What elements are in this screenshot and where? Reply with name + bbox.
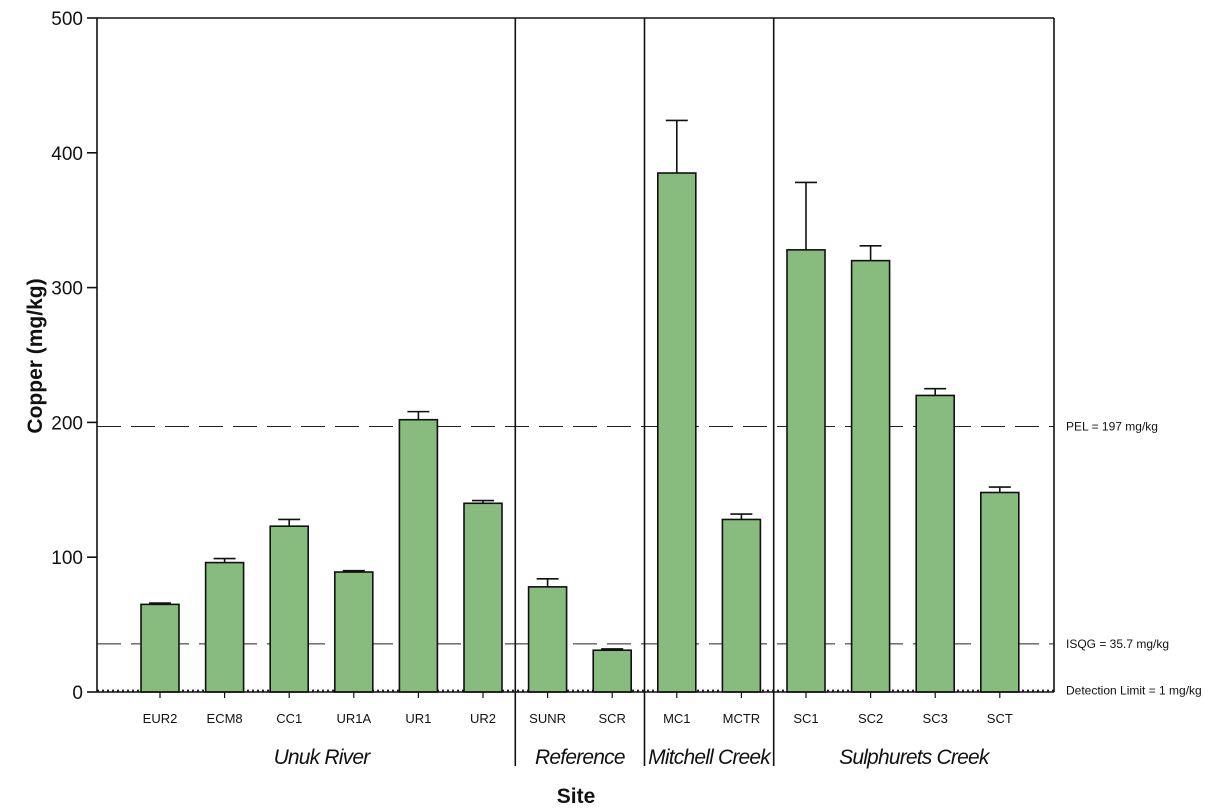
category-label: CC1 [276,711,302,726]
bar [979,491,1020,693]
y-tick-label: 0 [72,683,83,704]
y-tick-label: 100 [51,548,83,569]
bar [656,172,697,693]
error-bars-layer [149,119,1011,651]
bar [333,571,374,693]
x-axis-title: Site [557,785,596,808]
reference-lines [97,425,1054,692]
y-axis-title: Copper (mg/kg) [24,278,47,433]
category-label: ECM8 [207,711,243,726]
category-label: EUR2 [143,711,178,726]
y-tick-label: 400 [51,144,83,165]
bar [463,502,503,693]
bar [527,586,568,693]
y-tick-label: 300 [51,279,83,300]
group-label: Sulphurets Creek [839,746,991,769]
category-label: SCT [987,711,1013,726]
y-tick-label: 200 [51,413,83,434]
bar [140,603,180,693]
bar [786,249,826,693]
category-label: UR1A [336,711,371,726]
reference-line-label: Detection Limit = 1 mg/kg [1066,684,1202,698]
bar [721,518,762,693]
category-label: MC1 [663,711,690,726]
group-separators [514,18,775,766]
axes-layer [87,17,1055,698]
category-label: SCR [598,711,625,726]
category-label: UR1 [405,711,431,726]
group-label: Reference [535,746,625,769]
bar [915,394,956,693]
bar [204,561,245,693]
reference-line-label: PEL = 197 mg/kg [1066,419,1158,433]
labels-layer: PEL = 197 mg/kg ISQG = 35.7 mg/kg Detectio… [51,9,1201,769]
category-label: SC1 [793,711,818,726]
y-tick-label: 500 [51,9,83,30]
category-label: MCTR [723,711,761,726]
category-label: SC2 [858,711,883,726]
group-label: Mitchell Creek [648,746,772,769]
category-label: UR2 [470,711,496,726]
group-label: Unuk River [274,746,372,769]
bar [592,649,633,693]
bars-layer [140,172,1020,693]
bar [269,525,310,693]
bar [850,259,891,693]
category-label: SC3 [923,711,948,726]
reference-line-label: ISQG = 35.7 mg/kg [1066,637,1169,651]
bar [398,418,439,693]
category-label: SUNR [529,711,566,726]
